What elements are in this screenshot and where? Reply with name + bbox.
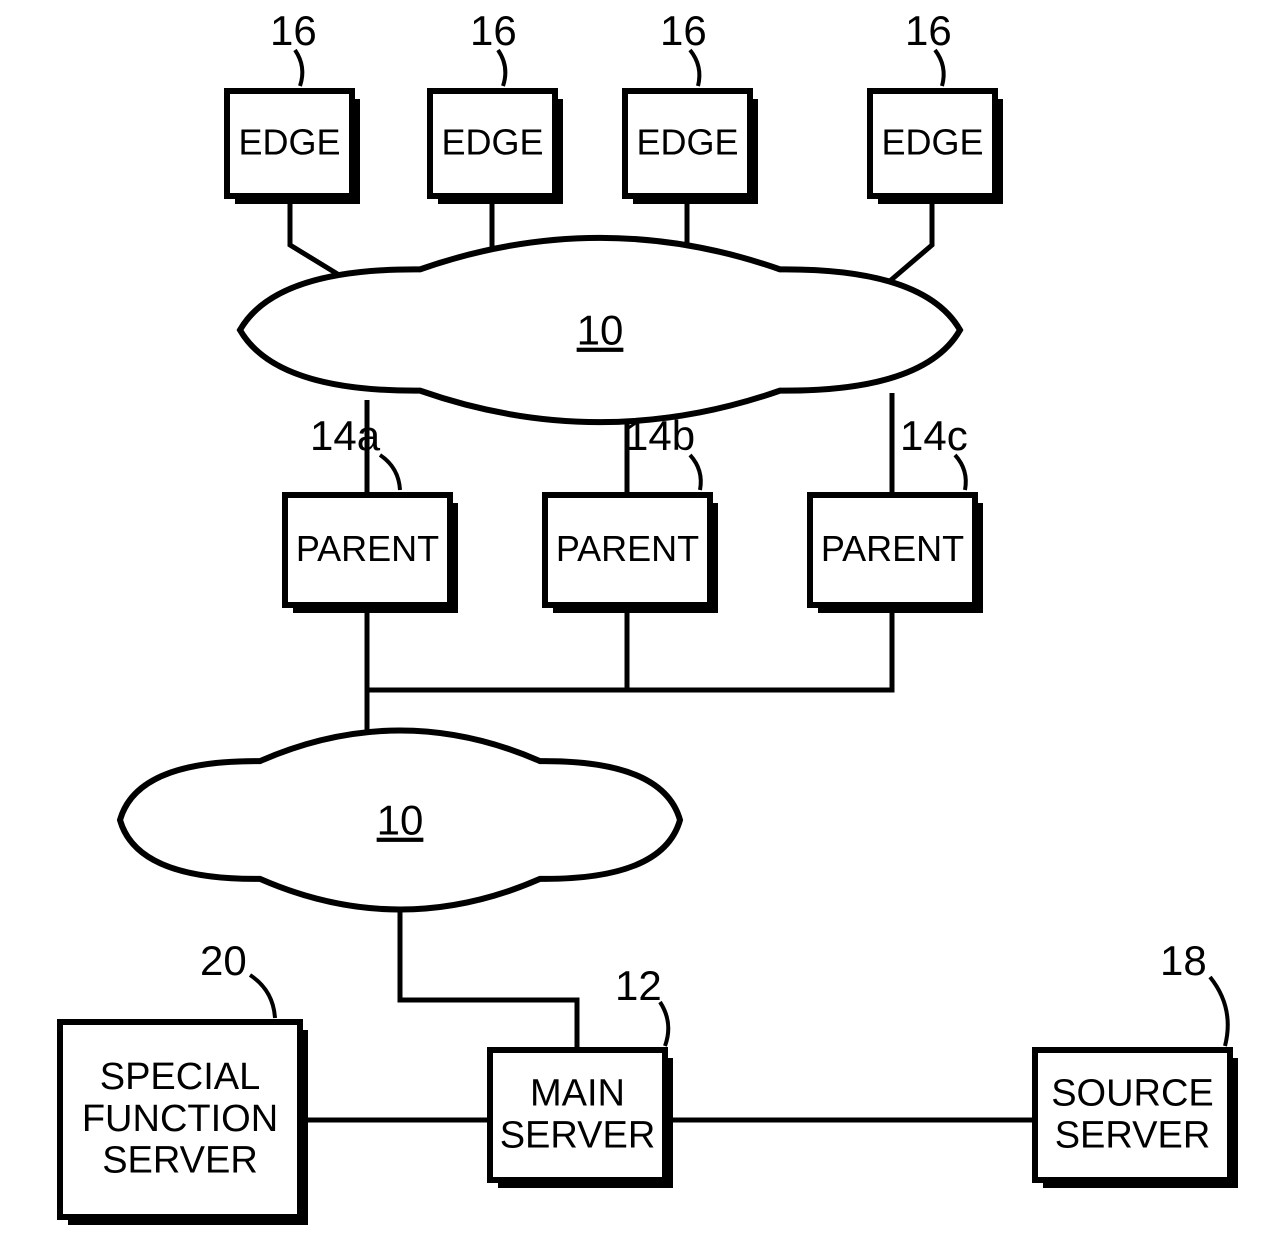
edge1-label: EDGE — [238, 121, 340, 162]
ref-tick-parent1 — [380, 455, 400, 490]
ref-label-parent1: 14a — [310, 412, 381, 459]
ref-tick-edge1 — [295, 50, 302, 86]
ref-tick-parent3 — [955, 455, 966, 490]
connector-10 — [400, 888, 577, 1050]
edge4-label: EDGE — [881, 121, 983, 162]
ref-tick-parent2 — [690, 455, 701, 490]
ref-tick-edge4 — [935, 50, 944, 86]
ref-label-edge4: 16 — [905, 7, 952, 54]
ref-label-edge2: 16 — [470, 7, 517, 54]
nodes-layer — [60, 91, 1230, 1217]
edge2-label: EDGE — [441, 121, 543, 162]
ref-tick-edge3 — [690, 50, 699, 86]
ref-tick-special — [250, 975, 275, 1018]
ref-label-special: 20 — [200, 937, 247, 984]
ref-label-parent3: 14c — [900, 412, 968, 459]
ref-label-source: 18 — [1160, 937, 1207, 984]
ref-tick-edge2 — [498, 50, 505, 86]
ref-label-main: 12 — [615, 962, 662, 1009]
special-label: SPECIALFUNCTIONSERVER — [82, 1056, 278, 1182]
source-label: SOURCESERVER — [1051, 1073, 1214, 1157]
parent3-label: PARENT — [821, 528, 964, 569]
ref-tick-source — [1210, 977, 1228, 1046]
connector-8 — [367, 605, 627, 690]
ref-label-parent2: 14b — [625, 412, 695, 459]
ref-label-edge1: 16 — [270, 7, 317, 54]
parent2-label: PARENT — [556, 528, 699, 569]
edge3-label: EDGE — [636, 121, 738, 162]
ref-label-edge3: 16 — [660, 7, 707, 54]
parent1-label: PARENT — [296, 528, 439, 569]
cloud1-label: 10 — [577, 307, 624, 354]
cloud2-label: 10 — [377, 797, 424, 844]
connector-9 — [627, 605, 892, 690]
